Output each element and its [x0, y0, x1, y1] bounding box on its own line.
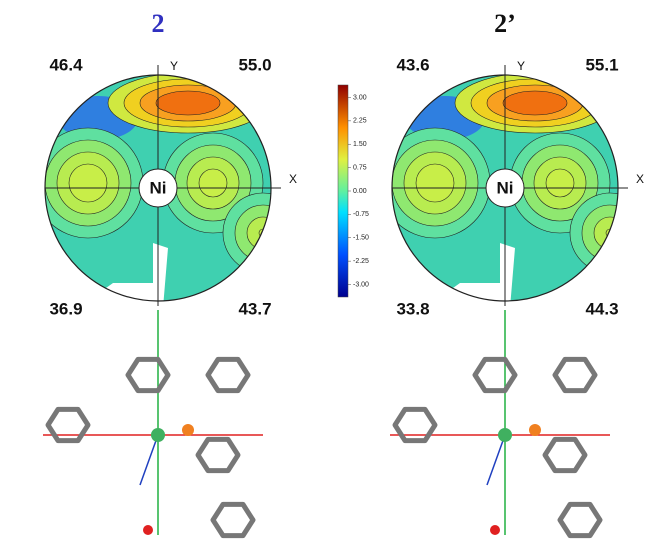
ring — [128, 359, 168, 390]
quadrant-value: 46.4 — [49, 55, 83, 74]
panel-title: 2’ — [494, 9, 516, 38]
z-arrow — [487, 435, 505, 485]
contour — [546, 169, 574, 197]
figure: X Y Ni 2 46.4 55.0 36.9 43.7 X Y Ni 2’ 43.6 55.1 33.8 4… — [0, 0, 645, 550]
colorbar-tick-label: -1.50 — [353, 235, 369, 242]
colorbar-tick-label: 1.50 — [353, 141, 367, 148]
colorbar-tick-label: -0.75 — [353, 211, 369, 218]
o-atom — [143, 525, 153, 535]
colorbar-tick-label: -2.25 — [353, 258, 369, 265]
colorbar-tick-label: 0.00 — [353, 188, 367, 195]
ring — [475, 359, 515, 390]
colorbar — [338, 85, 348, 297]
o-atom — [490, 525, 500, 535]
ring — [48, 409, 88, 440]
contour — [247, 217, 279, 249]
center-label: Ni — [150, 178, 167, 197]
colorbar-tick-label: 2.25 — [353, 118, 367, 125]
ni-atom — [151, 428, 165, 442]
contour — [156, 91, 220, 115]
p-atom — [529, 424, 541, 436]
quadrant-value: 36.9 — [49, 299, 82, 318]
ring — [560, 504, 600, 535]
ni-atom — [498, 428, 512, 442]
contour — [69, 164, 107, 202]
colorbar-tick-label: 3.00 — [353, 94, 367, 101]
z-arrow — [140, 435, 158, 485]
contour — [199, 169, 227, 197]
center-label: Ni — [497, 178, 514, 197]
p-atom — [182, 424, 194, 436]
quadrant-value: 33.8 — [396, 299, 429, 318]
contour — [503, 91, 567, 115]
ring — [198, 439, 238, 470]
y-axis-label: Y — [170, 59, 178, 73]
contour — [594, 217, 626, 249]
ring — [395, 409, 435, 440]
quadrant-value: 44.3 — [585, 299, 618, 318]
quadrant-value: 43.7 — [238, 299, 271, 318]
y-axis-label: Y — [517, 59, 525, 73]
x-axis-label: X — [289, 172, 297, 186]
colorbar-tick-label: 0.75 — [353, 164, 367, 171]
ring — [545, 439, 585, 470]
ring — [555, 359, 595, 390]
ring — [208, 359, 248, 390]
contour — [416, 164, 454, 202]
panel-title: 2 — [152, 9, 165, 38]
contour — [235, 205, 291, 261]
contour — [582, 205, 638, 261]
quadrant-value: 55.1 — [585, 55, 618, 74]
ring — [213, 504, 253, 535]
x-axis-label: X — [636, 172, 644, 186]
quadrant-value: 55.0 — [238, 55, 271, 74]
quadrant-value: 43.6 — [396, 55, 429, 74]
colorbar-tick-label: -3.00 — [353, 281, 369, 288]
